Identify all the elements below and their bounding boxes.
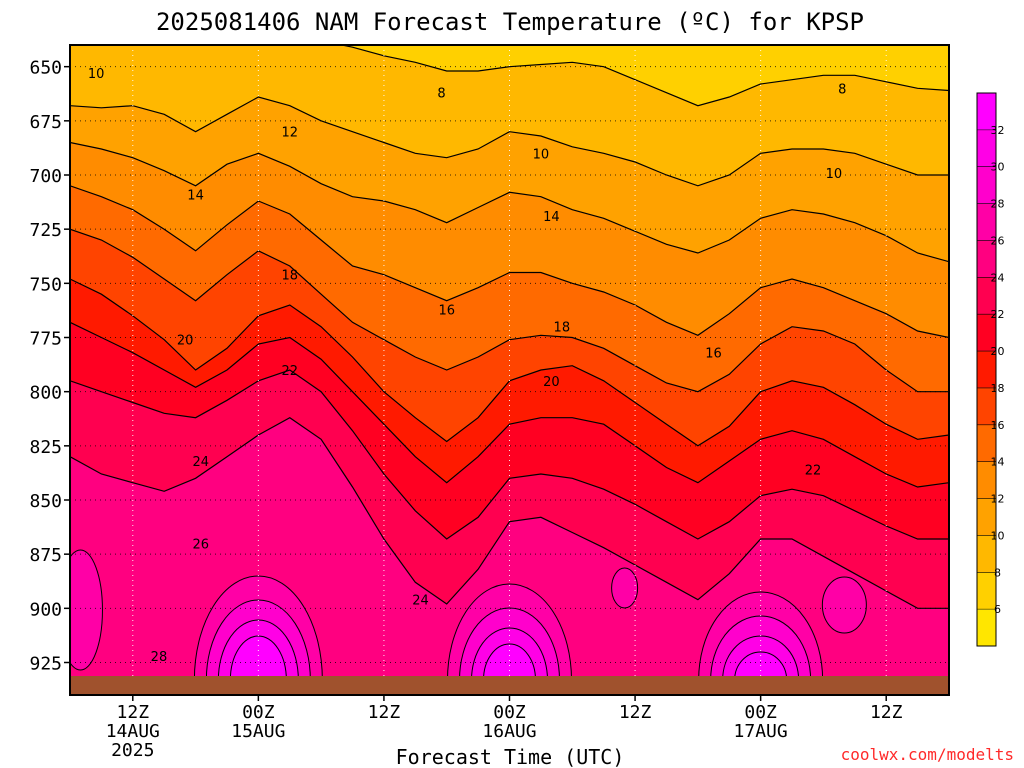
- contour-label-20: 20: [177, 334, 194, 349]
- colorbar: 6 8 10 12 14 16 18 20 22 24 26 28 30 32: [976, 92, 1005, 647]
- x-tick-label-60-0: 12Z: [619, 702, 652, 723]
- colorbar-label-8: 8: [994, 566, 1001, 579]
- y-axis: 650 675 700 725 750 775 800 825 850 875 900 925: [29, 58, 70, 675]
- contour-label-28: 28: [151, 650, 168, 665]
- contour-label-14: 14: [543, 210, 560, 225]
- x-tick-label-48-1: 16AUG: [482, 721, 536, 742]
- colorbar-segment-10: [977, 240, 996, 278]
- plot-area: [70, 45, 949, 695]
- colorbar-segment-9: [977, 277, 996, 315]
- colorbar-label-32: 32: [991, 124, 1005, 137]
- x-tick-label-84-0: 12Z: [870, 702, 903, 723]
- isotherm-22: [70, 369, 949, 540]
- colorbar-label-28: 28: [991, 198, 1005, 211]
- contour-label-10: 10: [826, 167, 843, 182]
- chart-title: 2025081406 NAM Forecast Temperature (ºC)…: [156, 8, 864, 36]
- contour-label-22: 22: [281, 364, 298, 379]
- colorbar-label-24: 24: [991, 271, 1005, 284]
- x-tick-label-48-0: 00Z: [493, 702, 526, 723]
- colorbar-segment-12: [977, 166, 996, 204]
- colorbar-label-6: 6: [994, 603, 1001, 616]
- x-tick-label-72-1: 17AUG: [734, 721, 788, 742]
- colorbar-label-18: 18: [991, 382, 1005, 395]
- x-tick-label-24-0: 00Z: [242, 702, 275, 723]
- colorbar-segment-2: [977, 535, 996, 573]
- isotherm-16: [70, 228, 949, 393]
- warm-cell-small-1: [611, 567, 639, 609]
- colorbar-segment-8: [977, 314, 996, 352]
- contour-label-16: 16: [438, 303, 455, 318]
- contour-label-26: 26: [193, 537, 210, 552]
- x-tick-label-72-0: 00Z: [744, 702, 777, 723]
- x-tick-label-12-2: 2025: [111, 740, 154, 761]
- contour-label-8: 8: [437, 87, 445, 102]
- contour-label-12: 12: [281, 126, 298, 141]
- colorbar-label-30: 30: [991, 161, 1005, 174]
- y-tick-label-775: 775: [29, 329, 62, 350]
- isotherm-labels: 10 8 8 12 10 10 14 14 18 16 18 16 20 22 20 24 22 26 24 28: [88, 67, 847, 665]
- y-tick-label-800: 800: [29, 383, 62, 404]
- contour-label-14: 14: [187, 189, 204, 204]
- colorbar-segment-3: [977, 498, 996, 536]
- x-tick-label-12-0: 12Z: [117, 702, 150, 723]
- colorbar-frame: [976, 92, 997, 647]
- warm-cell-small-2: [821, 576, 867, 634]
- y-tick-label-900: 900: [29, 599, 62, 620]
- y-tick-label-875: 875: [29, 545, 62, 566]
- contour-label-24: 24: [193, 455, 210, 470]
- colorbar-label-22: 22: [991, 308, 1005, 321]
- colorbar-segment-7: [977, 351, 996, 388]
- y-tick-label-850: 850: [29, 491, 62, 512]
- isotherm-14: [70, 185, 949, 339]
- y-tick-label-650: 650: [29, 58, 62, 79]
- y-tick-label-825: 825: [29, 437, 62, 458]
- colorbar-segment-14: [977, 93, 996, 130]
- colorbar-label-20: 20: [991, 345, 1005, 358]
- y-tick-label-675: 675: [29, 112, 62, 133]
- isotherm-20: [70, 321, 949, 488]
- y-tick-label-700: 700: [29, 166, 62, 187]
- band-below-8: [70, 45, 949, 106]
- ground-terrain: [70, 676, 949, 695]
- y-tick-label-750: 750: [29, 274, 62, 295]
- x-tick-label-24-1: 15AUG: [231, 721, 285, 742]
- gridlines: [70, 45, 949, 695]
- contour-label-10: 10: [533, 147, 550, 162]
- colorbar-label-26: 26: [991, 234, 1005, 247]
- contour-label-10: 10: [88, 67, 105, 82]
- contour-label-20: 20: [543, 375, 560, 390]
- colorbar-segment-6: [977, 387, 996, 425]
- contour-label-18: 18: [554, 321, 571, 336]
- colorbar-segment-11: [977, 203, 996, 241]
- watermark: coolwx.com/modelts: [841, 745, 1014, 764]
- colorbar-label-16: 16: [991, 419, 1005, 432]
- x-tick-label-12-1: 14AUG: [106, 721, 160, 742]
- contour-label-24: 24: [412, 594, 429, 609]
- isotherm-10: [70, 96, 949, 187]
- colorbar-segment-0: [977, 609, 996, 646]
- x-tick-label-36-0: 12Z: [368, 702, 401, 723]
- colorbar-segment-1: [977, 572, 996, 610]
- y-tick-label-925: 925: [29, 654, 62, 675]
- x-axis-label: Forecast Time (UTC): [396, 745, 625, 768]
- colorbar-label-14: 14: [991, 456, 1005, 469]
- y-tick-label-725: 725: [29, 220, 62, 241]
- colorbar-label-10: 10: [991, 529, 1005, 542]
- contour-label-8: 8: [838, 82, 846, 97]
- colorbar-segment-13: [977, 129, 996, 167]
- colorbar-segment-4: [977, 461, 996, 499]
- contour-label-18: 18: [281, 269, 298, 284]
- isotherm-12: [70, 141, 949, 263]
- warm-cell-edge: [70, 549, 103, 671]
- colorbar-label-12: 12: [991, 493, 1005, 506]
- colorbar-segment-5: [977, 424, 996, 462]
- near-surface-warm-cells: [70, 549, 867, 695]
- isotherm-8: [338, 45, 949, 107]
- contour-label-16: 16: [705, 347, 722, 362]
- isotherm-24: [70, 416, 949, 609]
- contour-label-22: 22: [805, 464, 822, 479]
